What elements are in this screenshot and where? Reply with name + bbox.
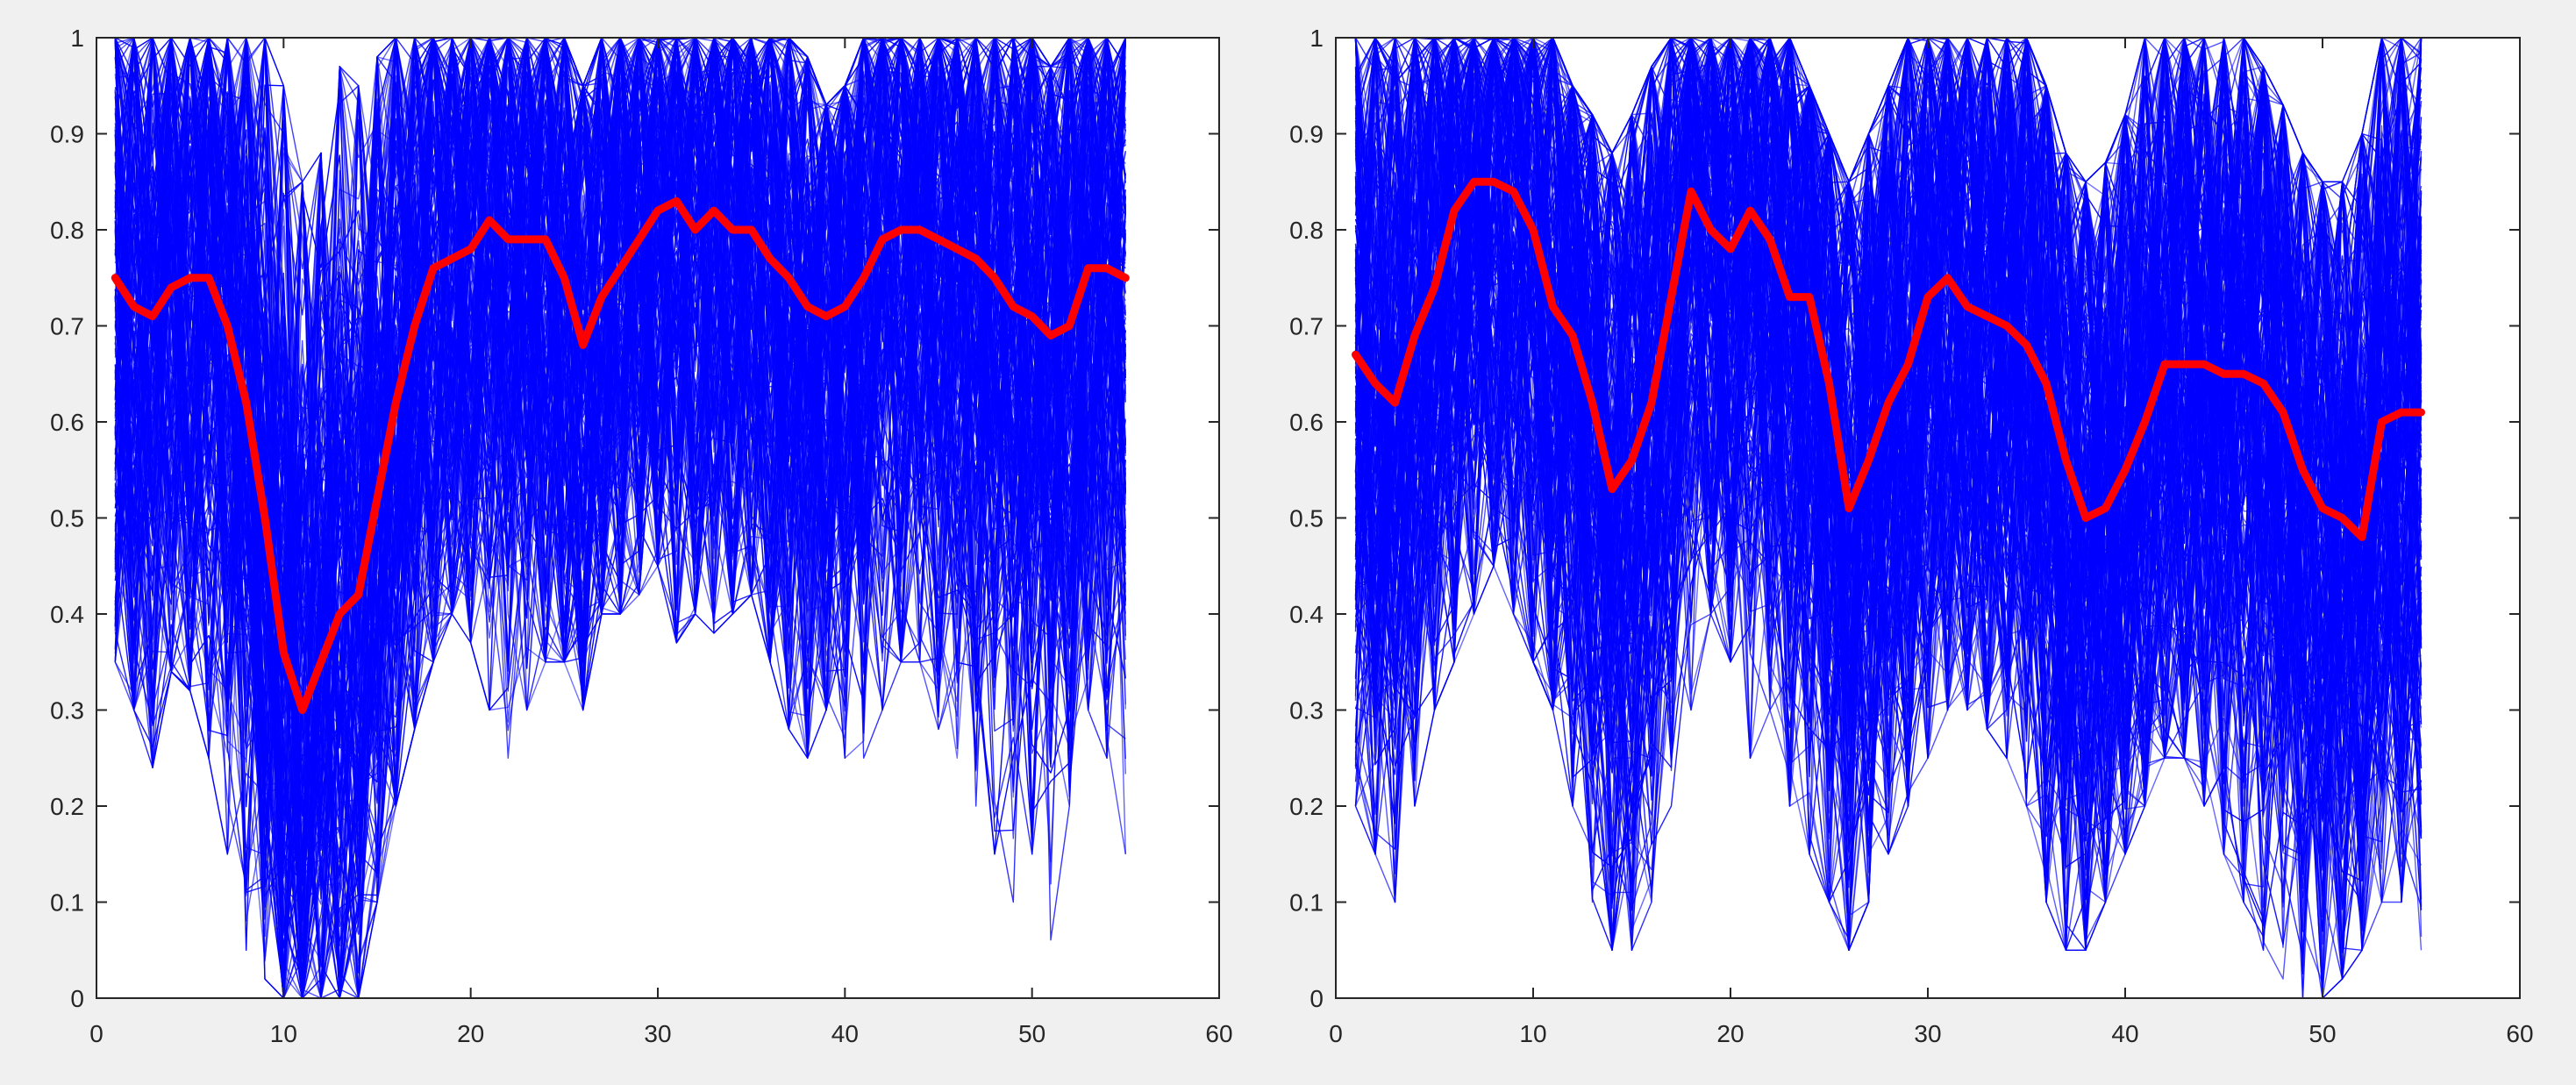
x-tick-label: 0 <box>1329 1020 1343 1047</box>
x-tick-label: 30 <box>644 1020 671 1047</box>
blue-series-line <box>1354 37 2423 883</box>
blue-series-line <box>114 37 1126 850</box>
x-tick-label: 40 <box>831 1020 859 1047</box>
blue-series-line <box>114 125 1126 929</box>
blue-series-line <box>1354 37 2423 871</box>
y-tick-label: 0.2 <box>50 793 84 820</box>
left-ticks: 0 10 20 30 40 50 60 0 0.1 0.2 0.3 0.4 0.5 0.6 0.7 0.8 0.… <box>50 25 1233 1047</box>
blue-series-line <box>1354 37 2423 926</box>
y-tick-label: 0.6 <box>50 409 84 436</box>
blue-series-line <box>1354 37 2422 787</box>
y-tick-label: 0.4 <box>1289 601 1324 628</box>
y-tick-label: 0 <box>1309 985 1324 1012</box>
mean-series-line <box>1352 177 2425 541</box>
x-tick-label: 40 <box>2111 1020 2138 1047</box>
blue-series-line <box>114 85 1126 887</box>
blue-series-line <box>1354 37 2423 999</box>
mean-series-line <box>111 196 1130 714</box>
left-blue-lines <box>114 37 1126 999</box>
blue-series-line <box>114 37 1126 846</box>
left-mean-layer <box>111 196 1130 714</box>
right-ticks: 0 10 20 30 40 50 60 0 0.1 0.2 0.3 0.4 0.5 0.6 0.7 0.8 0.… <box>1289 25 2534 1047</box>
y-tick-label: 0.7 <box>1289 313 1324 340</box>
blue-series-line <box>114 37 1126 999</box>
right-mean-layer <box>1352 177 2425 541</box>
x-tick-label: 10 <box>270 1020 297 1047</box>
blue-series-line <box>1354 37 2423 725</box>
y-tick-label: 0.9 <box>1289 121 1324 148</box>
blue-series-line <box>1354 37 2423 780</box>
y-tick-label: 0.6 <box>1289 409 1324 436</box>
y-tick-label: 1 <box>70 25 84 52</box>
blue-series-line <box>1354 37 2423 753</box>
blue-series-line <box>114 37 1126 864</box>
blue-series-line <box>1354 37 2423 656</box>
y-tick-label: 0.8 <box>1289 217 1324 244</box>
blue-series-line <box>114 37 1126 961</box>
blue-series-line <box>1354 159 2423 863</box>
blue-series-line <box>1354 37 2423 725</box>
x-tick-label: 50 <box>2308 1020 2336 1047</box>
left-chart: 0 10 20 30 40 50 60 0 0.1 0.2 0.3 0.4 0.5 0.6 0.7 0.8 0.… <box>50 25 1233 1047</box>
y-tick-label: 0.7 <box>50 313 84 340</box>
blue-series-line <box>1354 152 2423 858</box>
x-tick-label: 50 <box>1018 1020 1045 1047</box>
x-tick-label: 30 <box>1914 1020 1941 1047</box>
y-tick-label: 0.1 <box>1289 889 1324 917</box>
y-tick-label: 0.2 <box>1289 793 1324 820</box>
blue-series-line <box>1354 37 2423 875</box>
y-tick-label: 0 <box>70 985 84 1012</box>
x-tick-label: 60 <box>2506 1020 2533 1047</box>
y-tick-label: 0.3 <box>1289 697 1324 725</box>
y-tick-label: 0.5 <box>50 505 84 532</box>
y-tick-label: 0.1 <box>50 889 84 917</box>
y-tick-label: 0.5 <box>1289 505 1324 532</box>
y-tick-label: 1 <box>1309 25 1324 52</box>
blue-series-line <box>114 37 1126 950</box>
blue-series-line <box>1355 37 2423 847</box>
x-tick-label: 20 <box>1716 1020 1744 1047</box>
x-tick-label: 60 <box>1205 1020 1232 1047</box>
x-tick-label: 20 <box>457 1020 484 1047</box>
x-tick-label: 0 <box>89 1020 103 1047</box>
y-tick-label: 0.8 <box>50 217 84 244</box>
blue-series-line <box>114 37 1126 863</box>
x-tick-label: 10 <box>1519 1020 1546 1047</box>
y-tick-label: 0.9 <box>50 121 84 148</box>
blue-series-line <box>1354 37 2423 980</box>
right-chart: 0 10 20 30 40 50 60 0 0.1 0.2 0.3 0.4 0.5 0.6 0.7 0.8 0.… <box>1289 25 2534 1047</box>
y-tick-label: 0.3 <box>50 697 84 725</box>
y-tick-label: 0.4 <box>50 601 84 628</box>
